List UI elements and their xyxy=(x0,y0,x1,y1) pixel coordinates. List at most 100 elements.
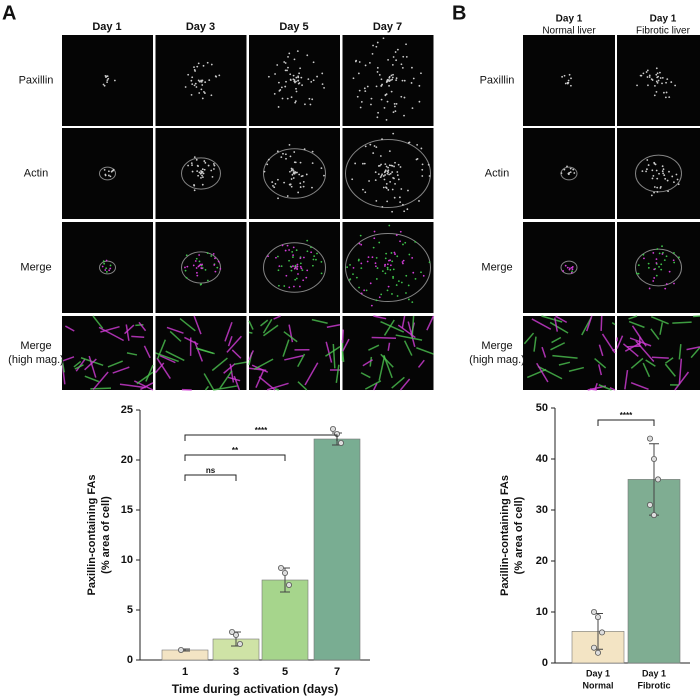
focal-adhesion xyxy=(364,90,367,93)
focal-adhesion xyxy=(296,265,299,268)
fiber xyxy=(61,358,66,373)
focal-adhesion xyxy=(398,196,401,199)
fiber xyxy=(597,364,603,376)
focal-adhesion xyxy=(212,163,215,165)
focal-adhesion xyxy=(676,178,679,181)
bar xyxy=(313,438,361,661)
focal-adhesion xyxy=(386,100,389,103)
focal-adhesion xyxy=(675,173,678,176)
fiber xyxy=(251,364,269,373)
focal-adhesion xyxy=(109,175,112,178)
significance-bracket xyxy=(597,419,655,426)
focal-adhesion xyxy=(401,261,404,263)
focal-adhesion xyxy=(387,166,389,169)
focal-adhesion xyxy=(312,61,315,64)
x-tick-label: 1 xyxy=(182,666,188,678)
focal-adhesion xyxy=(101,265,104,268)
focal-adhesion xyxy=(384,265,386,267)
focal-adhesion xyxy=(651,79,654,81)
focal-adhesion xyxy=(415,158,418,161)
focal-adhesion xyxy=(285,274,288,277)
focal-adhesion xyxy=(369,143,372,146)
focal-adhesion xyxy=(285,80,287,83)
focal-adhesion xyxy=(662,172,665,175)
focal-adhesion xyxy=(107,174,110,177)
focal-adhesion xyxy=(321,83,324,86)
row-label: Merge xyxy=(481,261,512,273)
focal-adhesion xyxy=(283,285,286,287)
focal-adhesion xyxy=(384,94,387,96)
fiber xyxy=(417,359,425,368)
focal-adhesion xyxy=(201,263,203,266)
fiber xyxy=(624,369,629,390)
fiber xyxy=(360,372,371,379)
focal-adhesion xyxy=(376,116,379,119)
focal-adhesion xyxy=(375,199,378,202)
focal-adhesion xyxy=(661,82,663,85)
fiber xyxy=(297,353,306,368)
fiber xyxy=(65,325,75,332)
focal-adhesion xyxy=(200,88,203,91)
focal-adhesion xyxy=(563,168,566,171)
fiber xyxy=(686,346,700,351)
focal-adhesion xyxy=(665,81,667,84)
fiber xyxy=(411,315,415,338)
focal-adhesion xyxy=(296,263,299,266)
focal-adhesion xyxy=(397,280,400,283)
column-label: Day 7 xyxy=(373,21,402,33)
focal-adhesion xyxy=(358,286,360,289)
focal-adhesion xyxy=(420,147,423,150)
fiber xyxy=(678,358,683,385)
focal-adhesion xyxy=(283,61,286,63)
focal-adhesion xyxy=(391,293,393,295)
data-point xyxy=(595,614,602,621)
fiber xyxy=(664,363,676,377)
focal-adhesion xyxy=(568,172,571,174)
focal-adhesion xyxy=(287,66,289,69)
focal-adhesion xyxy=(389,172,392,175)
fiber xyxy=(558,361,571,366)
focal-adhesion xyxy=(320,260,323,263)
focal-adhesion xyxy=(200,79,203,82)
focal-adhesion xyxy=(290,96,293,99)
focal-adhesion xyxy=(394,105,396,108)
focal-adhesion xyxy=(375,256,378,259)
fiber xyxy=(664,357,674,364)
significance-bracket xyxy=(184,454,286,461)
focal-adhesion xyxy=(193,189,196,192)
focal-adhesion xyxy=(363,289,366,292)
focal-adhesion xyxy=(395,59,398,62)
fiber xyxy=(297,381,308,391)
focal-adhesion xyxy=(651,177,654,180)
focal-adhesion xyxy=(363,87,366,90)
fiber xyxy=(526,368,547,379)
focal-adhesion xyxy=(312,79,315,82)
focal-adhesion xyxy=(292,169,295,172)
focal-adhesion xyxy=(647,84,649,87)
focal-adhesion xyxy=(388,75,391,78)
y-tick-label: 5 xyxy=(127,604,133,616)
focal-adhesion xyxy=(403,96,406,99)
focal-adhesion xyxy=(298,285,301,288)
focal-adhesion xyxy=(194,82,197,85)
focal-adhesion xyxy=(381,138,383,140)
focal-adhesion xyxy=(653,191,655,194)
fiber xyxy=(125,324,130,341)
focal-adhesion xyxy=(388,173,390,176)
data-point xyxy=(281,570,288,577)
focal-adhesion xyxy=(108,269,111,272)
focal-adhesion xyxy=(293,58,296,61)
focal-adhesion xyxy=(313,255,316,258)
focal-adhesion xyxy=(199,80,201,83)
focal-adhesion xyxy=(300,76,303,79)
focal-adhesion xyxy=(295,277,298,280)
focal-adhesion xyxy=(418,84,421,87)
focal-adhesion xyxy=(320,272,323,275)
focal-adhesion xyxy=(564,82,567,85)
focal-adhesion xyxy=(348,278,351,281)
fiber xyxy=(383,319,395,336)
significance-label: **** xyxy=(255,426,268,435)
focal-adhesion xyxy=(388,150,391,153)
focal-adhesion xyxy=(301,84,303,87)
focal-adhesion xyxy=(386,263,389,266)
